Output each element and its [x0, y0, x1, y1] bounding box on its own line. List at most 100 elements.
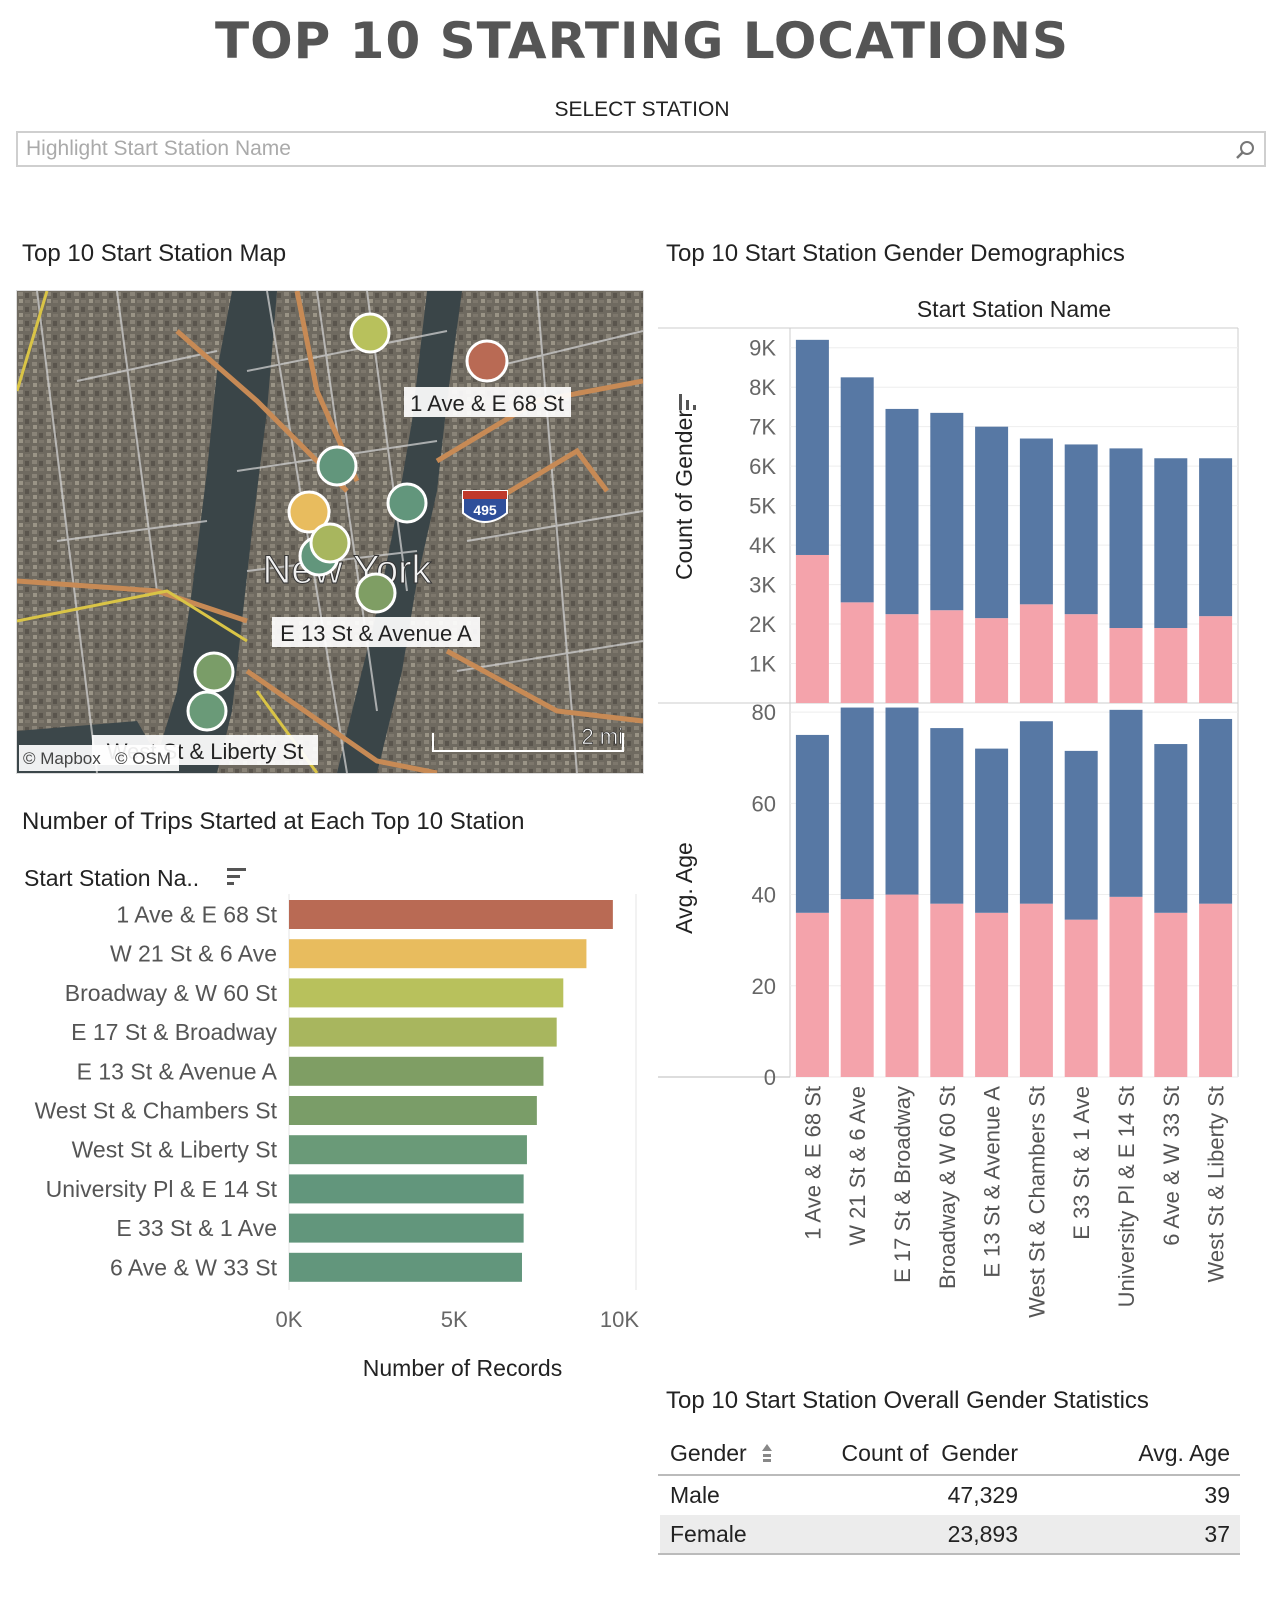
x-tick-label: 6 Ave & W 33 St [1159, 1086, 1184, 1246]
sort-icon[interactable] [679, 394, 696, 410]
bar[interactable] [289, 1135, 527, 1165]
bar-female[interactable] [1199, 903, 1233, 1077]
bar-female[interactable] [795, 554, 829, 703]
bar[interactable] [289, 978, 564, 1008]
search-input[interactable] [24, 133, 1218, 165]
y-tick-label: University Pl & E 14 St [46, 1176, 278, 1202]
label-bg [272, 617, 480, 647]
bar-female[interactable] [1154, 628, 1188, 703]
y-tick-label: 3K [749, 573, 776, 598]
station-marker[interactable] [316, 445, 358, 487]
bar-female[interactable] [840, 899, 874, 1077]
station-marker[interactable] [386, 482, 428, 524]
bar-male[interactable] [1064, 444, 1098, 615]
y-tick-label: 0 [764, 1065, 776, 1090]
station-marker[interactable] [193, 651, 235, 693]
bar-male[interactable] [1109, 448, 1143, 628]
bar[interactable] [289, 1017, 557, 1047]
sort-icon[interactable] [760, 1442, 774, 1466]
bar-male[interactable] [930, 728, 964, 904]
map-city-label: New York [263, 548, 433, 592]
x-tick-label: 0K [276, 1307, 303, 1332]
station-map[interactable]: 495 New York 1 Ave & E 68 St E 13 St & A… [16, 290, 644, 774]
bar[interactable] [289, 900, 613, 929]
bar-female[interactable] [1199, 616, 1233, 703]
gender-demographics-title: Top 10 Start Station Gender Demographics [666, 240, 1125, 267]
bar[interactable] [289, 1096, 537, 1125]
station-search-box[interactable] [16, 131, 1266, 167]
bar-male[interactable] [1109, 709, 1143, 897]
bar-female[interactable] [1109, 896, 1143, 1077]
bar-male[interactable] [885, 707, 919, 895]
sort-icon-line [693, 405, 696, 410]
col-header-gender[interactable]: Gender [670, 1440, 747, 1466]
bar-male[interactable] [1019, 438, 1053, 605]
bar-male[interactable] [840, 377, 874, 603]
bar-male[interactable] [1199, 718, 1233, 904]
cell-count: 47,329 [947, 1482, 1018, 1508]
table-row[interactable]: Male 47,329 39 [660, 1476, 1240, 1514]
bar-male[interactable] [840, 707, 874, 900]
bar-female[interactable] [1109, 628, 1143, 703]
bar-female[interactable] [1064, 614, 1098, 703]
bar-female[interactable] [795, 912, 829, 1077]
bar-female[interactable] [930, 903, 964, 1077]
bar-female[interactable] [1154, 912, 1188, 1077]
station-marker[interactable] [309, 522, 351, 564]
bar-male[interactable] [795, 734, 829, 913]
y-tick-label: 8K [749, 375, 776, 400]
bar-male[interactable] [975, 426, 1009, 619]
bar-female[interactable] [885, 894, 919, 1077]
bar-female[interactable] [1064, 919, 1098, 1077]
bar-male[interactable] [1154, 458, 1188, 628]
bar-male[interactable] [975, 748, 1009, 913]
bar-female[interactable] [840, 602, 874, 703]
x-tick-label: 1 Ave & E 68 St [800, 1086, 825, 1240]
bar-female[interactable] [930, 610, 964, 703]
bar[interactable] [289, 1252, 522, 1282]
select-station-label: SELECT STATION [554, 98, 730, 121]
bar-male[interactable] [795, 339, 829, 555]
bar-female[interactable] [1019, 903, 1053, 1077]
bar[interactable] [289, 1213, 524, 1243]
sort-icon[interactable] [227, 868, 246, 885]
y-tick-label: 1K [749, 652, 776, 677]
attribution-osm[interactable]: © OSM [115, 749, 171, 768]
x-axis-title: Number of Records [363, 1355, 562, 1381]
station-marker[interactable] [287, 490, 331, 534]
bar-male[interactable] [1199, 458, 1233, 617]
station-marker[interactable] [349, 312, 391, 354]
bar[interactable] [289, 939, 587, 969]
bar-male[interactable] [885, 408, 919, 615]
x-tick-label: 10K [600, 1307, 639, 1332]
bar-male[interactable] [1154, 744, 1188, 913]
x-tick-label: W 21 St & 6 Ave [845, 1086, 870, 1246]
bar-female[interactable] [885, 614, 919, 703]
bar-female[interactable] [1019, 604, 1053, 703]
sort-icon-line [686, 400, 689, 410]
highway-495-shield: 495 [462, 490, 508, 523]
bar[interactable] [289, 1174, 524, 1204]
station-marker[interactable] [465, 339, 509, 383]
x-tick-label: University Pl & E 14 St [1114, 1086, 1139, 1307]
bar-male[interactable] [1019, 721, 1053, 904]
bar-male[interactable] [930, 412, 964, 611]
y-tick-label: 20 [752, 974, 776, 999]
station-marker[interactable] [355, 572, 397, 614]
bar[interactable] [289, 1056, 544, 1086]
scale-label: 2 mi [581, 724, 623, 749]
highway-shield-text: 495 [473, 502, 497, 518]
search-icon[interactable] [1234, 139, 1256, 161]
y-tick-label: West St & Liberty St [72, 1137, 278, 1163]
table-row[interactable]: Female 23,893 37 [660, 1515, 1240, 1553]
page-title: TOP 10 STARTING LOCATIONS [214, 12, 1069, 70]
bar-female[interactable] [975, 618, 1009, 703]
map-canvas[interactable]: 495 New York 1 Ave & E 68 St E 13 St & A… [17, 291, 643, 773]
station-marker[interactable] [186, 690, 228, 732]
y-tick-label: 60 [752, 791, 776, 816]
bar-female[interactable] [975, 912, 1009, 1077]
gender-column-chart: Start Station Name 1K 2K 3K 4K 5K 6K 7K 8K 9K Coun… [658, 296, 1239, 1318]
attribution-mapbox[interactable]: © Mapbox [23, 749, 101, 768]
bar-male[interactable] [1064, 750, 1098, 920]
y-tick-label: Broadway & W 60 St [65, 980, 278, 1006]
